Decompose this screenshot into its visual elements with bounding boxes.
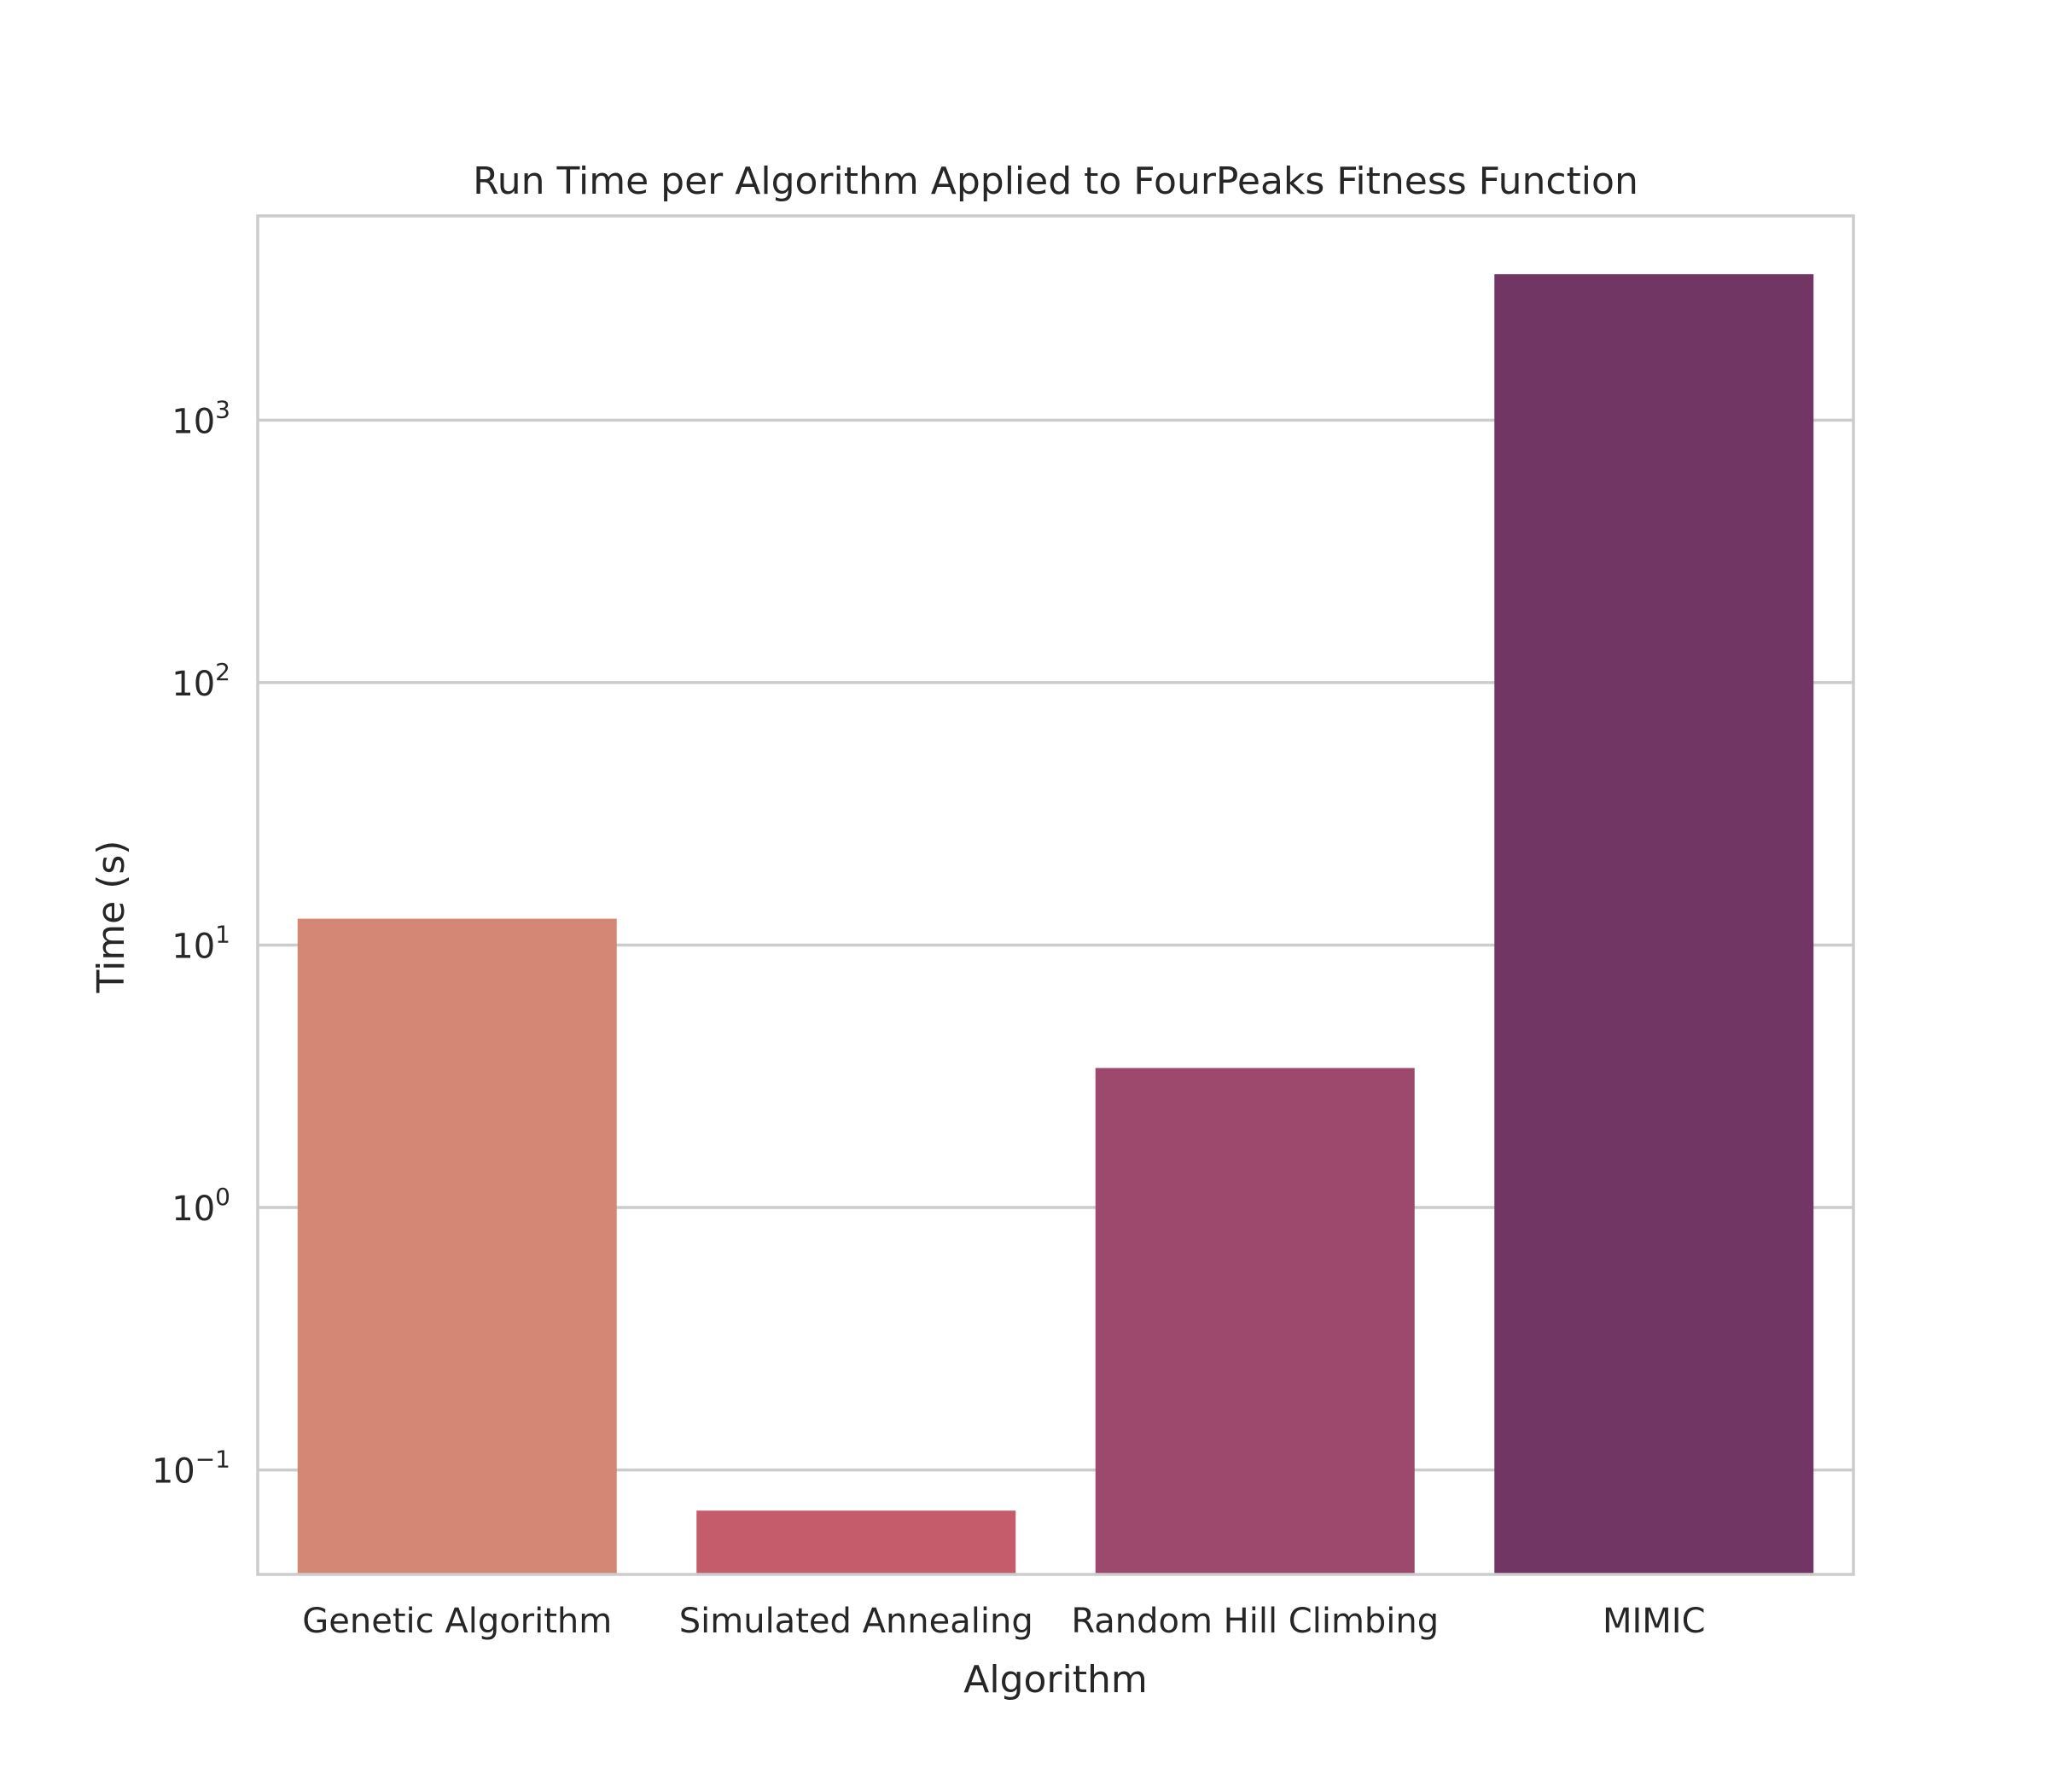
x-tick-labels: Genetic Algorithm Simulated Annealing Rand… [302, 1602, 1705, 1641]
x-tick-label: MIMIC [1603, 1602, 1706, 1641]
bar-mimic [1494, 274, 1814, 1574]
x-tick-label: Random Hill Climbing [1071, 1602, 1439, 1641]
y-axis-label: Time (s) [90, 841, 133, 994]
bar-genetic-algorithm [297, 918, 617, 1574]
x-axis-label: Algorithm [963, 1658, 1148, 1702]
x-tick-label: Genetic Algorithm [302, 1602, 612, 1641]
y-tick-label: 103 [172, 395, 230, 441]
y-tick-label: 100 [172, 1183, 230, 1229]
x-tick-label: Simulated Annealing [679, 1602, 1033, 1641]
bars [297, 274, 1814, 1574]
chart-title: Run Time per Algorithm Applied to FourPe… [473, 160, 1638, 203]
plot-frame [256, 214, 1855, 1576]
y-tick-label: 102 [172, 658, 230, 704]
y-tick-labels: 10−1 100 101 102 103 [152, 395, 230, 1491]
bar-simulated-annealing [696, 1510, 1016, 1574]
y-tick-label: 101 [172, 920, 230, 966]
y-tick-label: 10−1 [152, 1446, 230, 1492]
bar-random-hill-climbing [1095, 1068, 1415, 1574]
